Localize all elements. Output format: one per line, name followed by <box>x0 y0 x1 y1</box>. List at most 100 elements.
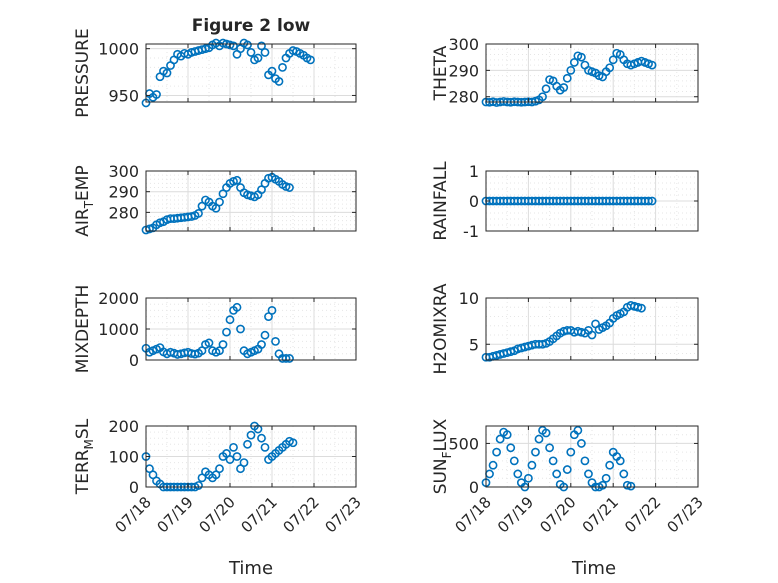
data-point <box>194 209 203 218</box>
data-point <box>232 175 242 185</box>
y-tick-label: 500 <box>448 434 479 453</box>
data-point <box>548 456 558 466</box>
data-point <box>278 62 287 72</box>
y-axis-label: THETA <box>431 45 451 101</box>
y-tick-label: 290 <box>108 183 139 202</box>
y-tick-label: 0 <box>129 351 139 370</box>
data-point <box>257 340 266 349</box>
y-tick-label: -1 <box>463 222 479 241</box>
y-tick-label: 5 <box>469 335 479 354</box>
data-point <box>246 48 256 57</box>
data-point <box>605 460 615 470</box>
data-point <box>257 41 266 51</box>
data-point <box>538 92 547 102</box>
data-point <box>502 430 512 440</box>
y-tick-label: 1 <box>469 162 479 181</box>
y-axis-label: MIXDEPTH <box>73 285 93 374</box>
axes-box <box>145 170 357 232</box>
data-point <box>541 428 551 438</box>
data-point <box>204 338 214 348</box>
series-markers <box>481 196 657 206</box>
y-tick-label: 10 <box>459 289 479 308</box>
data-point <box>253 53 263 63</box>
data-point <box>566 447 576 457</box>
data-point <box>622 480 632 490</box>
y-tick-label: 1000 <box>98 320 139 339</box>
x-axis-label-right: Time <box>571 558 616 579</box>
series-markers <box>481 300 646 362</box>
data-point <box>644 196 653 206</box>
data-point <box>541 84 551 94</box>
data-point <box>225 315 235 325</box>
plot-area <box>486 426 698 487</box>
data-point <box>274 77 284 86</box>
data-point <box>162 68 172 78</box>
series-markers <box>141 38 315 108</box>
y-tick-label: 0 <box>469 192 479 211</box>
data-point <box>257 433 266 443</box>
data-point <box>194 481 203 490</box>
data-point <box>527 460 537 470</box>
data-point <box>506 347 516 357</box>
data-point <box>605 63 615 73</box>
data-point <box>647 60 657 70</box>
data-point <box>215 464 224 474</box>
data-point <box>577 52 586 62</box>
data-point <box>580 456 590 466</box>
x-axis-label-left: Time <box>228 558 273 579</box>
data-point <box>577 439 586 448</box>
data-point <box>559 83 569 92</box>
data-point <box>243 439 252 449</box>
data-point <box>562 465 572 474</box>
y-tick-label: 2000 <box>98 289 139 308</box>
data-point <box>531 447 540 457</box>
data-point <box>492 447 501 457</box>
data-point <box>267 66 277 76</box>
axes-box <box>485 43 699 103</box>
series-markers <box>481 425 636 492</box>
data-point <box>584 469 593 479</box>
data-point <box>601 473 611 483</box>
y-tick-label: 200 <box>108 417 139 436</box>
data-point <box>253 424 263 434</box>
data-point <box>647 196 657 206</box>
data-point <box>152 90 161 99</box>
y-tick-label: 100 <box>108 448 139 467</box>
axes-box <box>485 425 699 488</box>
data-point <box>285 183 294 192</box>
data-point <box>495 434 505 444</box>
data-point <box>513 469 523 479</box>
data-point <box>267 305 277 315</box>
data-point <box>288 46 298 55</box>
data-point <box>524 473 533 483</box>
data-point <box>552 469 562 479</box>
data-point <box>246 430 256 440</box>
data-point <box>285 354 294 363</box>
data-point <box>637 303 646 313</box>
y-tick-label: 280 <box>108 203 139 222</box>
data-point <box>215 197 224 207</box>
data-point <box>260 330 270 340</box>
y-axis-label: RAINFALL <box>431 161 451 241</box>
y-axis-label: PRESSURE <box>73 28 93 117</box>
data-point <box>218 340 228 349</box>
axes-box <box>145 43 357 103</box>
series-markers <box>141 172 294 235</box>
data-point <box>506 443 516 453</box>
subplot-rainfall: -1 0 1 RAINFALL <box>431 161 699 241</box>
data-point <box>608 55 618 65</box>
data-point <box>243 40 252 50</box>
axes-box <box>485 297 699 361</box>
y-tick-label: 300 <box>108 162 139 181</box>
y-tick-label: 280 <box>448 88 479 107</box>
data-point <box>288 438 298 448</box>
data-point <box>615 456 625 466</box>
data-point <box>562 73 572 83</box>
y-tick-label: 950 <box>108 86 139 105</box>
data-point <box>236 324 245 334</box>
data-point <box>619 469 629 479</box>
subplot-h2omixra: 5 10 H2OMIXRA <box>431 283 699 375</box>
